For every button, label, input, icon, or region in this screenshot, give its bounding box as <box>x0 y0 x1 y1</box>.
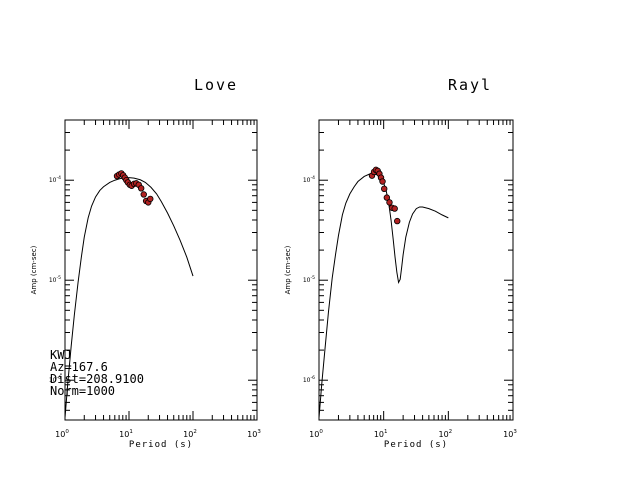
rayleigh-y-axis-label: Amp (cm-sec) <box>284 245 292 294</box>
love-y-axis-label: Amp (cm-sec) <box>30 245 38 294</box>
love-observed-points <box>113 170 154 206</box>
rayleigh-data-point <box>379 178 386 185</box>
rayleigh-title: Rayl <box>448 76 492 94</box>
distance-text: Dist=208.9100 <box>50 372 144 386</box>
rayleigh-observed-points <box>368 166 401 225</box>
rayleigh-y-tick-label: 10-4 <box>303 175 315 184</box>
love-y-tick-labels: 10-6 10-5 10-4 <box>49 175 61 384</box>
rayleigh-data-point <box>394 217 401 225</box>
love-y-tick-label: 10-5 <box>49 275 61 284</box>
love-x-axis-label: Period (s) <box>129 440 193 450</box>
rayleigh-y-tick-labels: 10-6 10-5 10-4 <box>303 175 315 384</box>
station-annotation: KWJ Az=167.6 Dist=208.9100 Norm=1000 <box>50 348 144 398</box>
love-data-point <box>137 185 145 192</box>
rayleigh-data-point <box>391 205 398 212</box>
love-x-tick-label: 100 <box>55 429 69 439</box>
rayleigh-x-tick-label: 103 <box>503 429 517 439</box>
rayleigh-y-tick-label: 10-5 <box>303 275 315 284</box>
love-x-tick-label: 102 <box>183 429 197 439</box>
love-x-tick-labels: 100 101 102 103 <box>55 429 261 439</box>
rayleigh-x-tick-label: 100 <box>309 429 323 439</box>
rayleigh-x-tick-labels: 100 101 102 103 <box>309 429 517 439</box>
love-y-tick-label: 10-6 <box>49 375 61 384</box>
love-plot-frame <box>64 119 258 421</box>
rayleigh-plot-frame <box>318 119 514 421</box>
rayleigh-data-point <box>381 185 388 193</box>
love-minor-ticks <box>65 119 257 421</box>
love-x-tick-label: 103 <box>247 429 261 439</box>
rayleigh-minor-ticks <box>319 119 513 421</box>
azimuth-text: Az=167.6 <box>50 360 108 374</box>
rayleigh-y-tick-label: 10-6 <box>303 375 315 384</box>
norm-text: Norm=1000 <box>50 384 115 398</box>
station-code: KWJ <box>50 348 72 362</box>
love-model-curve <box>64 177 194 418</box>
love-x-tick-label: 101 <box>119 429 133 439</box>
love-major-ticks <box>64 120 258 420</box>
love-data-point <box>140 191 147 198</box>
rayleigh-major-ticks <box>318 120 514 420</box>
love-y-tick-label: 10-4 <box>49 175 61 184</box>
rayleigh-model-curve <box>318 173 449 418</box>
rayleigh-panel: Rayl 100 101 102 103 10-6 10-5 10-4 Period (s… <box>284 76 517 450</box>
rayleigh-x-tick-label: 102 <box>438 429 452 439</box>
rayleigh-x-tick-label: 101 <box>374 429 388 439</box>
love-title: Love <box>194 76 238 94</box>
love-data-point <box>147 195 154 203</box>
rayleigh-data-point <box>386 199 393 206</box>
rayleigh-x-axis-label: Period (s) <box>384 440 448 450</box>
rayleigh-data-point <box>383 194 391 201</box>
love-panel: Love 100 101 102 103 10-6 10-5 10-4 Period (s… <box>30 76 261 450</box>
